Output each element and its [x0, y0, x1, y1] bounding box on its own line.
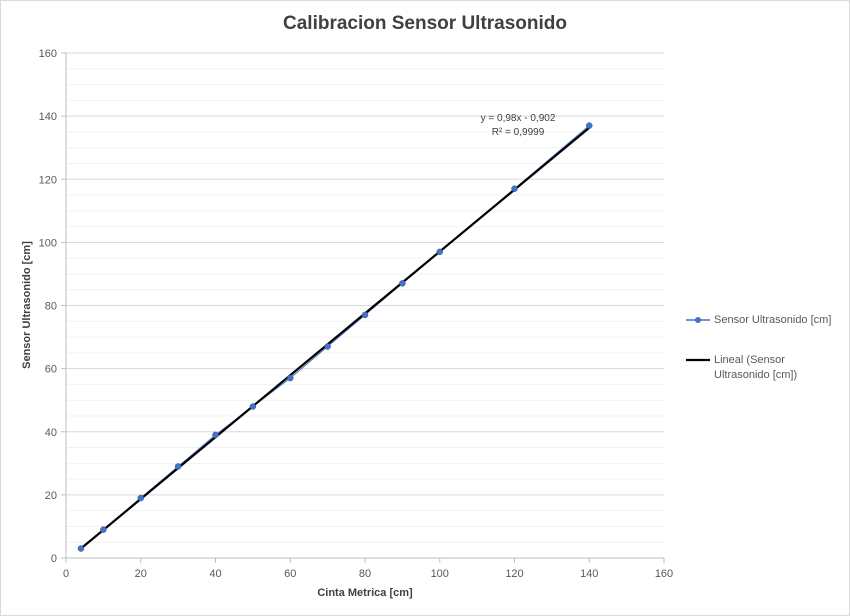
y-tick-label: 100 — [39, 237, 57, 249]
trendline — [80, 126, 590, 550]
x-tick-label: 20 — [135, 568, 147, 580]
y-tick-label: 160 — [39, 48, 57, 60]
x-tick-label: 80 — [359, 568, 371, 580]
data-point — [399, 280, 406, 287]
y-tick-label: 140 — [39, 111, 57, 123]
major-gridlines — [66, 52, 664, 496]
y-tick-label: 120 — [39, 174, 57, 186]
legend-series-label: Sensor Ultrasonido [cm] — [714, 314, 831, 326]
x-tick-label: 140 — [580, 568, 598, 580]
data-points — [77, 122, 593, 552]
data-point — [174, 463, 182, 470]
data-point — [361, 311, 369, 319]
x-tick-label: 40 — [209, 568, 221, 580]
x-tick-labels: 0 20 40 60 80 100 120 140 160 — [63, 568, 673, 580]
data-point — [436, 248, 443, 256]
minor-gridlines — [66, 68, 664, 543]
legend-trendline-label-line2: Ultrasonido [cm]) — [714, 369, 797, 381]
trendline-r-squared: R² = 0,9999 — [492, 127, 545, 138]
y-tick-label: 20 — [45, 490, 57, 502]
data-point — [100, 526, 107, 533]
y-tick-label: 60 — [45, 364, 57, 376]
x-tick-label: 120 — [505, 568, 523, 580]
data-point — [287, 374, 294, 382]
chart-title: Calibracion Sensor Ultrasonido — [283, 13, 567, 34]
legend-series-marker-icon — [695, 317, 701, 323]
data-point — [77, 545, 85, 552]
data-point — [137, 494, 144, 502]
y-tick-label: 80 — [45, 301, 57, 313]
legend-trendline-label-line1: Lineal (Sensor — [714, 354, 785, 366]
axes — [61, 52, 665, 563]
y-tick-label: 40 — [45, 427, 57, 439]
y-tick-labels: 0 20 40 60 80 100 120 140 160 — [39, 48, 57, 565]
data-point — [511, 185, 518, 192]
trendline-group — [80, 126, 590, 550]
trendline-equation: y = 0,98x - 0,902 — [481, 113, 556, 124]
data-point — [586, 122, 593, 129]
y-axis-title: Sensor Ultrasonido [cm] — [21, 241, 33, 369]
x-tick-label: 0 — [63, 568, 69, 580]
data-point — [249, 403, 257, 410]
y-tick-label: 0 — [51, 553, 57, 565]
x-axis-title: Cinta Metrica [cm] — [317, 587, 413, 599]
legend: Sensor Ultrasonido [cm] Lineal (Sensor U… — [686, 314, 831, 381]
data-point — [324, 343, 331, 350]
data-point — [212, 431, 219, 439]
x-tick-label: 100 — [431, 568, 449, 580]
x-tick-label: 60 — [284, 568, 296, 580]
x-tick-label: 160 — [655, 568, 673, 580]
